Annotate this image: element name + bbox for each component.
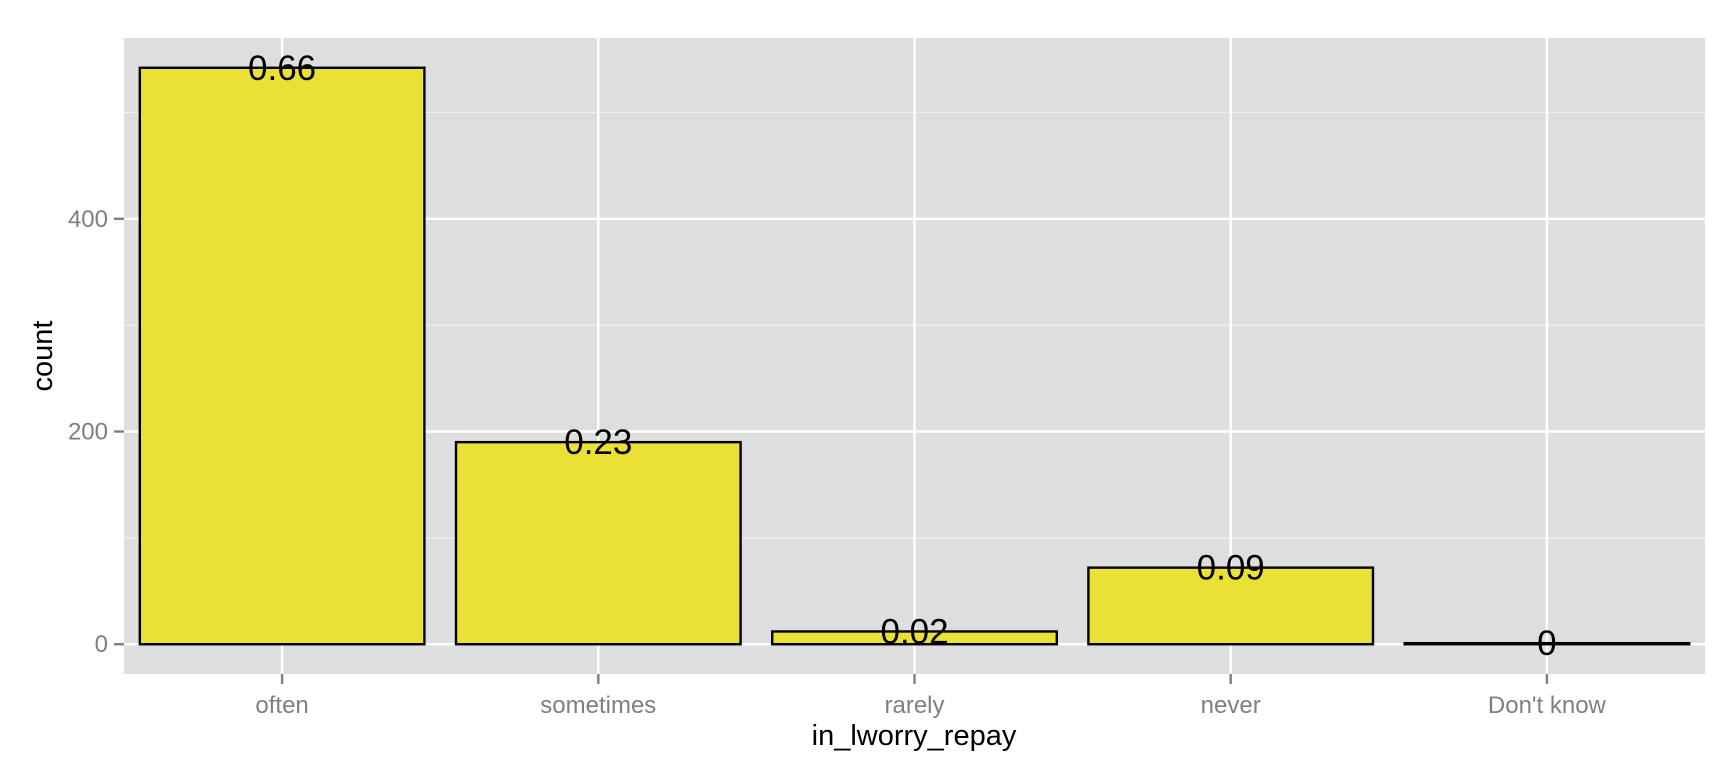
data-label: 0.09 bbox=[1197, 549, 1265, 588]
data-labels: 0.66 0.23 0.02 0.09 0 bbox=[248, 49, 1557, 663]
bars bbox=[138, 66, 1691, 646]
data-label: 0.02 bbox=[880, 612, 948, 651]
bar-sometimes bbox=[454, 440, 742, 646]
data-label: 0.23 bbox=[564, 423, 632, 462]
x-tick-label: never bbox=[1201, 692, 1261, 719]
y-axis-title: count bbox=[27, 321, 59, 392]
bar-often bbox=[138, 66, 426, 646]
x-tick-label: Don't know bbox=[1488, 692, 1607, 719]
x-axis-title: in_lworry_repay bbox=[812, 720, 1017, 752]
data-label: 0.66 bbox=[248, 49, 316, 88]
x-tick-label: often bbox=[255, 692, 308, 719]
x-axis: often sometimes rarely never Don't know bbox=[255, 674, 1607, 719]
data-label: 0 bbox=[1537, 624, 1556, 663]
y-tick-label: 0 bbox=[95, 631, 108, 658]
x-tick-label: sometimes bbox=[540, 692, 656, 719]
bar-never bbox=[1087, 566, 1375, 646]
bar-rarely bbox=[771, 630, 1058, 646]
x-tick-label: rarely bbox=[884, 692, 944, 719]
bar-don-t-know bbox=[1403, 641, 1691, 646]
y-axis: 0 200 400 bbox=[68, 206, 124, 658]
y-tick-label: 200 bbox=[68, 419, 108, 446]
y-tick-label: 400 bbox=[68, 206, 108, 233]
